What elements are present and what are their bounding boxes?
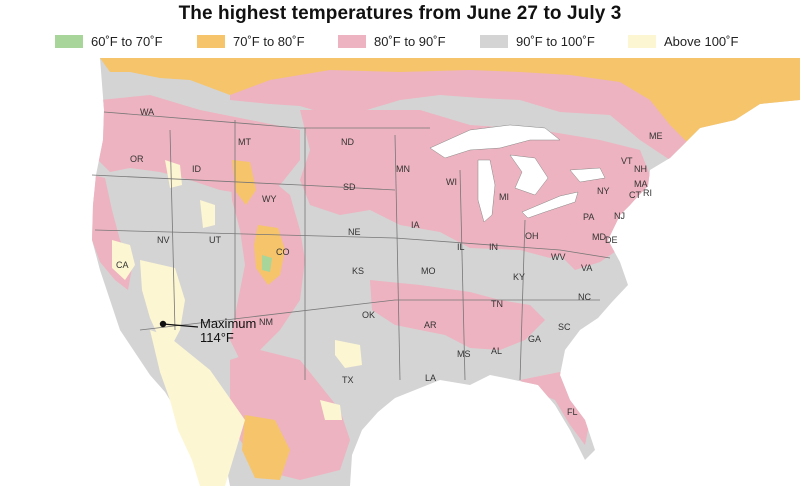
- great-lakes: [429, 124, 606, 223]
- state-label-vt: VT: [621, 156, 633, 166]
- state-label-ok: OK: [362, 310, 375, 320]
- state-label-nm: NM: [259, 317, 273, 327]
- state-label-me: ME: [649, 131, 663, 141]
- legend-item-90-100: 90˚F to 100˚F: [480, 33, 595, 49]
- border-nevada: [169, 129, 176, 331]
- state-label-ut: UT: [209, 235, 221, 245]
- state-label-wa: WA: [140, 107, 154, 117]
- state-label-de: DE: [605, 235, 618, 245]
- state-label-co: CO: [276, 247, 290, 257]
- state-label-fl: FL: [567, 407, 578, 417]
- state-label-ga: GA: [528, 334, 541, 344]
- max-label-line1: Maximum: [200, 316, 256, 331]
- region-mexico-70-80: [242, 415, 290, 480]
- legend-label-70-80: 70˚F to 80˚F: [233, 33, 305, 49]
- region-northeast-80-90: [560, 170, 660, 270]
- state-label-sc: SC: [558, 322, 571, 332]
- legend-item-60-70: 60˚F to 70˚F: [55, 33, 163, 49]
- region-midwest-80-90: [300, 110, 650, 258]
- border-plains-east: [394, 134, 401, 381]
- legend-label-90-100: 90˚F to 100˚F: [516, 33, 595, 49]
- lake-ontario: [569, 167, 606, 183]
- state-label-ar: AR: [424, 320, 437, 330]
- state-label-tn: TN: [491, 299, 503, 309]
- state-label-mi: MI: [499, 192, 509, 202]
- state-label-nc: NC: [578, 292, 591, 302]
- region-central-valley-above-100: [112, 240, 135, 280]
- legend-label-80-90: 80˚F to 90˚F: [374, 33, 446, 49]
- state-label-tx: TX: [342, 375, 354, 385]
- state-label-wi: WI: [446, 177, 457, 187]
- legend-item-above-100: Above 100˚F: [628, 33, 738, 49]
- legend-swatch-70-80: [197, 34, 225, 48]
- state-label-mo: MO: [421, 266, 436, 276]
- state-label-ri: RI: [643, 188, 652, 198]
- state-label-ia: IA: [411, 220, 420, 230]
- state-label-mt: MT: [238, 137, 251, 147]
- state-label-nv: NV: [157, 235, 170, 245]
- state-labels: WA OR ID MT WY NV UT CO CA NM ND SD NE K…: [116, 107, 663, 417]
- state-label-wv: WV: [551, 252, 566, 262]
- lake-huron: [509, 154, 549, 196]
- legend-swatch-60-70: [55, 34, 83, 48]
- state-label-nh: NH: [634, 164, 647, 174]
- region-south-texas-above-100: [320, 400, 342, 420]
- region-utah-above-100: [200, 200, 215, 228]
- state-label-pa: PA: [583, 212, 594, 222]
- map-title: The highest temperatures from June 27 to…: [178, 3, 622, 24]
- state-label-in: IN: [489, 242, 498, 252]
- state-label-or: OR: [130, 154, 144, 164]
- region-texas-above-100: [335, 340, 362, 368]
- border-central-tier: [94, 229, 611, 259]
- state-borders: [91, 111, 611, 381]
- legend: 60˚F to 70˚F 70˚F to 80˚F 80˚F to 90˚F 9…: [0, 33, 800, 49]
- state-label-al: AL: [491, 346, 502, 356]
- border-us-canada: [103, 111, 430, 129]
- lake-erie: [521, 191, 579, 219]
- temperature-map: WA OR ID MT WY NV UT CO CA NM ND SD NE K…: [0, 58, 800, 486]
- state-label-la: LA: [425, 373, 436, 383]
- legend-swatch-80-90: [338, 34, 366, 48]
- region-colorado-70-80: [254, 225, 285, 285]
- legend-item-80-90: 80˚F to 90˚F: [338, 33, 446, 49]
- state-label-nj: NJ: [614, 211, 625, 221]
- state-label-md: MD: [592, 232, 606, 242]
- border-southern-tier: [139, 299, 600, 331]
- state-label-ma: MA: [634, 179, 648, 189]
- legend-swatch-90-100: [480, 34, 508, 48]
- state-label-ca: CA: [116, 260, 129, 270]
- state-label-va: VA: [581, 263, 592, 273]
- state-label-ne: NE: [348, 227, 361, 237]
- state-label-mn: MN: [396, 164, 410, 174]
- legend-swatch-above-100: [628, 34, 656, 48]
- max-label-line2: 114°F: [200, 330, 234, 345]
- state-label-id: ID: [192, 164, 202, 174]
- lake-michigan: [477, 159, 496, 223]
- state-label-sd: SD: [343, 182, 356, 192]
- region-south-80-90: [370, 280, 545, 350]
- state-label-ks: KS: [352, 266, 364, 276]
- state-label-ny: NY: [597, 186, 610, 196]
- max-annotation: Maximum 114°F: [159, 316, 256, 345]
- region-colorado-60-70: [262, 255, 272, 272]
- state-label-nd: ND: [341, 137, 354, 147]
- border-northern-tier: [91, 174, 396, 191]
- region-canada-80-90: [230, 70, 690, 160]
- state-label-wy: WY: [262, 194, 277, 204]
- border-mississippi: [459, 169, 466, 381]
- max-point: [159, 320, 167, 328]
- state-label-ms: MS: [457, 349, 471, 359]
- legend-label-60-70: 60˚F to 70˚F: [91, 33, 163, 49]
- legend-label-above-100: Above 100˚F: [664, 33, 739, 49]
- lake-superior: [429, 124, 561, 159]
- state-label-il: IL: [457, 242, 465, 252]
- border-appalachian: [519, 219, 526, 381]
- region-idaho-above-100: [165, 160, 182, 188]
- max-leader-line: [162, 323, 199, 328]
- state-label-ky: KY: [513, 272, 525, 282]
- legend-item-70-80: 70˚F to 80˚F: [197, 33, 305, 49]
- state-label-oh: OH: [525, 231, 539, 241]
- state-label-ct: CT: [629, 190, 641, 200]
